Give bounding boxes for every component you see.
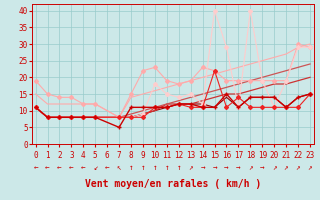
- Text: ↑: ↑: [176, 163, 181, 172]
- Text: →: →: [260, 163, 265, 172]
- Text: ←: ←: [105, 163, 109, 172]
- Text: →: →: [200, 163, 205, 172]
- Text: ←: ←: [33, 163, 38, 172]
- Text: ↗: ↗: [188, 163, 193, 172]
- Text: ←: ←: [57, 163, 62, 172]
- Text: ↖: ↖: [117, 163, 121, 172]
- Text: ←: ←: [45, 163, 50, 172]
- Text: ↑: ↑: [141, 163, 145, 172]
- Text: →: →: [212, 163, 217, 172]
- Text: ↑: ↑: [164, 163, 169, 172]
- Text: ↗: ↗: [248, 163, 253, 172]
- Text: ↑: ↑: [153, 163, 157, 172]
- Text: ↗: ↗: [296, 163, 300, 172]
- Text: ←: ←: [69, 163, 74, 172]
- Text: ←: ←: [81, 163, 86, 172]
- Text: ↙: ↙: [93, 163, 98, 172]
- Text: ↑: ↑: [129, 163, 133, 172]
- Text: →: →: [236, 163, 241, 172]
- Text: →: →: [224, 163, 229, 172]
- Text: ↗: ↗: [284, 163, 288, 172]
- Text: ↗: ↗: [308, 163, 312, 172]
- X-axis label: Vent moyen/en rafales ( km/h ): Vent moyen/en rafales ( km/h ): [85, 179, 261, 189]
- Text: ↗: ↗: [272, 163, 276, 172]
